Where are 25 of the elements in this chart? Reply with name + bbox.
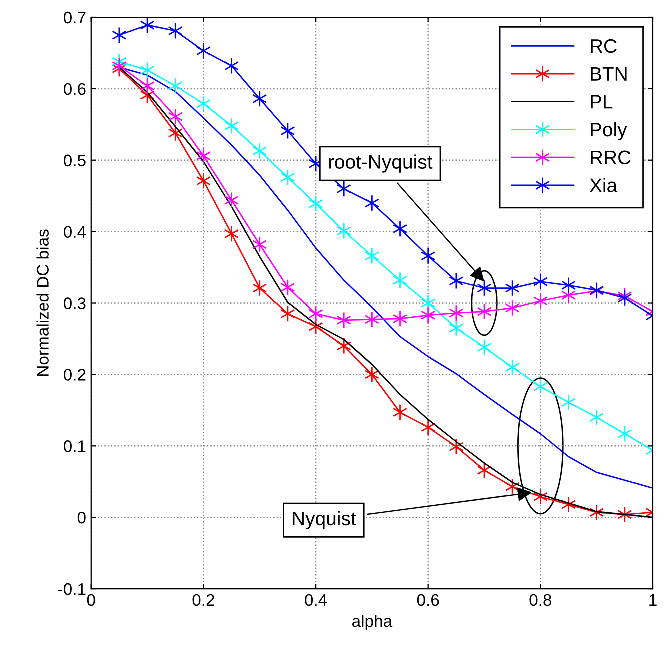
x-tick-label: 1 [650, 594, 657, 606]
legend-label: RC [591, 39, 617, 54]
y-tick-label: 0.7 [64, 12, 86, 24]
y-tick-label: 0.6 [64, 83, 86, 96]
y-tick-label: 0 [78, 512, 86, 524]
annotation: Nyquist [293, 511, 356, 530]
y-tick-label: 0.4 [64, 226, 86, 238]
y-tick-label: 0.5 [64, 154, 86, 167]
y-tick-label: -0.1 [58, 583, 86, 596]
x-tick-label: 0 [87, 594, 96, 606]
legend-label: Xia [590, 178, 618, 192]
x-tick-label: 0.8 [530, 594, 552, 606]
legend-label: Poly [591, 122, 628, 141]
y-tick-label: 0.1 [64, 440, 86, 452]
legend-label: RRC [591, 150, 631, 165]
y-tick-label: 0.2 [64, 369, 86, 381]
legend-label: BTN [591, 67, 627, 81]
x-axis-title: alpha [352, 614, 393, 631]
y-tick-label: 0.3 [64, 298, 86, 310]
legend-label: PL [591, 95, 613, 109]
x-tick-label: 0.2 [192, 594, 214, 606]
annotation: root-Nyquist [329, 154, 433, 173]
x-tick-label: 0.6 [417, 594, 440, 606]
y-axis-title: Normalized DC bias [36, 230, 49, 376]
x-tick-label: 0.4 [305, 594, 328, 606]
